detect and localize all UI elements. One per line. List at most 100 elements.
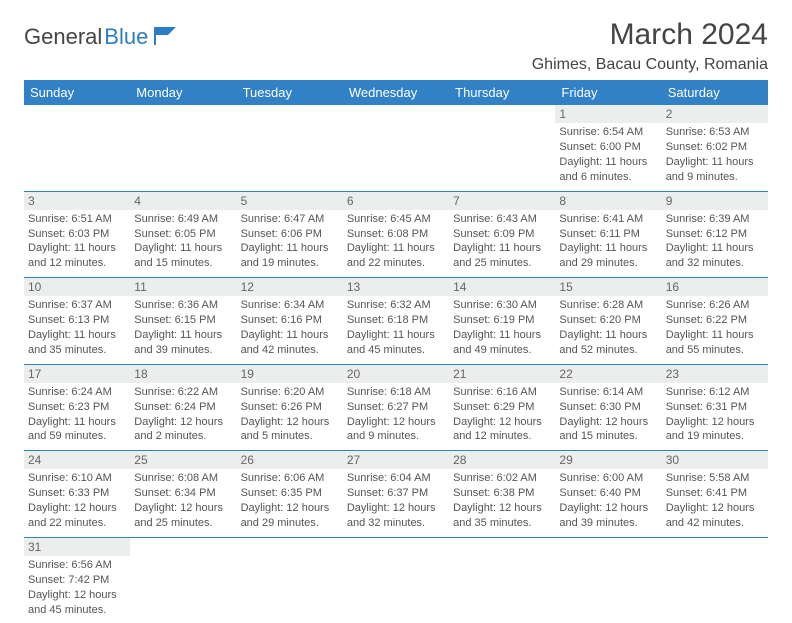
day-number: 28 — [449, 451, 555, 469]
daylight-text: Daylight: 12 hours and 22 minutes. — [28, 501, 126, 531]
sunset-text: Sunset: 6:06 PM — [241, 227, 339, 242]
day-number: 23 — [662, 365, 768, 383]
sunset-text: Sunset: 6:09 PM — [453, 227, 551, 242]
daylight-text: Daylight: 11 hours and 9 minutes. — [666, 155, 764, 185]
sunrise-text: Sunrise: 6:14 AM — [559, 385, 657, 400]
sunrise-text: Sunrise: 6:26 AM — [666, 298, 764, 313]
day-cell: 15Sunrise: 6:28 AMSunset: 6:20 PMDayligh… — [555, 278, 661, 365]
sunset-text: Sunset: 6:33 PM — [28, 486, 126, 501]
day-number: 14 — [449, 278, 555, 296]
sunrise-text: Sunrise: 6:45 AM — [347, 212, 445, 227]
day-cell: 11Sunrise: 6:36 AMSunset: 6:15 PMDayligh… — [130, 278, 236, 365]
week-row: 17Sunrise: 6:24 AMSunset: 6:23 PMDayligh… — [24, 364, 768, 451]
sunset-text: Sunset: 7:42 PM — [28, 573, 126, 588]
daylight-text: Daylight: 11 hours and 45 minutes. — [347, 328, 445, 358]
day-number: 10 — [24, 278, 130, 296]
sunset-text: Sunset: 6:18 PM — [347, 313, 445, 328]
day-cell: 29Sunrise: 6:00 AMSunset: 6:40 PMDayligh… — [555, 451, 661, 538]
sunrise-text: Sunrise: 5:58 AM — [666, 471, 764, 486]
sunrise-text: Sunrise: 6:18 AM — [347, 385, 445, 400]
sunrise-text: Sunrise: 6:24 AM — [28, 385, 126, 400]
sunset-text: Sunset: 6:41 PM — [666, 486, 764, 501]
sunrise-text: Sunrise: 6:02 AM — [453, 471, 551, 486]
day-cell: 22Sunrise: 6:14 AMSunset: 6:30 PMDayligh… — [555, 364, 661, 451]
day-cell: . — [130, 537, 236, 623]
day-cell: 10Sunrise: 6:37 AMSunset: 6:13 PMDayligh… — [24, 278, 130, 365]
sunrise-text: Sunrise: 6:08 AM — [134, 471, 232, 486]
daylight-text: Daylight: 12 hours and 12 minutes. — [453, 415, 551, 445]
day-number: 29 — [555, 451, 661, 469]
day-number: 19 — [237, 365, 343, 383]
day-cell: 19Sunrise: 6:20 AMSunset: 6:26 PMDayligh… — [237, 364, 343, 451]
day-cell: 13Sunrise: 6:32 AMSunset: 6:18 PMDayligh… — [343, 278, 449, 365]
daylight-text: Daylight: 11 hours and 12 minutes. — [28, 241, 126, 271]
sunset-text: Sunset: 6:23 PM — [28, 400, 126, 415]
sunset-text: Sunset: 6:05 PM — [134, 227, 232, 242]
sunset-text: Sunset: 6:11 PM — [559, 227, 657, 242]
daylight-text: Daylight: 12 hours and 25 minutes. — [134, 501, 232, 531]
day-header: Tuesday — [237, 80, 343, 105]
day-cell: 12Sunrise: 6:34 AMSunset: 6:16 PMDayligh… — [237, 278, 343, 365]
day-number: 5 — [237, 192, 343, 210]
day-number: 26 — [237, 451, 343, 469]
sunrise-text: Sunrise: 6:12 AM — [666, 385, 764, 400]
day-cell: 23Sunrise: 6:12 AMSunset: 6:31 PMDayligh… — [662, 364, 768, 451]
sunrise-text: Sunrise: 6:34 AM — [241, 298, 339, 313]
day-cell: 25Sunrise: 6:08 AMSunset: 6:34 PMDayligh… — [130, 451, 236, 538]
day-cell: . — [662, 537, 768, 623]
sunrise-text: Sunrise: 6:22 AM — [134, 385, 232, 400]
daylight-text: Daylight: 11 hours and 29 minutes. — [559, 241, 657, 271]
week-row: 10Sunrise: 6:37 AMSunset: 6:13 PMDayligh… — [24, 278, 768, 365]
day-number: 1 — [555, 105, 661, 123]
day-cell: 26Sunrise: 6:06 AMSunset: 6:35 PMDayligh… — [237, 451, 343, 538]
day-number: 13 — [343, 278, 449, 296]
day-cell: . — [237, 105, 343, 191]
sunset-text: Sunset: 6:31 PM — [666, 400, 764, 415]
day-number: 24 — [24, 451, 130, 469]
week-row: 24Sunrise: 6:10 AMSunset: 6:33 PMDayligh… — [24, 451, 768, 538]
day-cell: 2Sunrise: 6:53 AMSunset: 6:02 PMDaylight… — [662, 105, 768, 191]
sunset-text: Sunset: 6:13 PM — [28, 313, 126, 328]
day-number: 9 — [662, 192, 768, 210]
day-cell: 17Sunrise: 6:24 AMSunset: 6:23 PMDayligh… — [24, 364, 130, 451]
sunrise-text: Sunrise: 6:10 AM — [28, 471, 126, 486]
sunrise-text: Sunrise: 6:41 AM — [559, 212, 657, 227]
daylight-text: Daylight: 12 hours and 9 minutes. — [347, 415, 445, 445]
sunset-text: Sunset: 6:22 PM — [666, 313, 764, 328]
daylight-text: Daylight: 12 hours and 5 minutes. — [241, 415, 339, 445]
sunset-text: Sunset: 6:12 PM — [666, 227, 764, 242]
daylight-text: Daylight: 11 hours and 42 minutes. — [241, 328, 339, 358]
day-cell: 27Sunrise: 6:04 AMSunset: 6:37 PMDayligh… — [343, 451, 449, 538]
day-number: 16 — [662, 278, 768, 296]
day-cell: 6Sunrise: 6:45 AMSunset: 6:08 PMDaylight… — [343, 191, 449, 278]
sunset-text: Sunset: 6:34 PM — [134, 486, 232, 501]
day-number: 30 — [662, 451, 768, 469]
day-cell: 14Sunrise: 6:30 AMSunset: 6:19 PMDayligh… — [449, 278, 555, 365]
sunrise-text: Sunrise: 6:04 AM — [347, 471, 445, 486]
sunrise-text: Sunrise: 6:43 AM — [453, 212, 551, 227]
title-block: March 2024 Ghimes, Bacau County, Romania — [532, 18, 768, 74]
day-cell: 21Sunrise: 6:16 AMSunset: 6:29 PMDayligh… — [449, 364, 555, 451]
sunrise-text: Sunrise: 6:06 AM — [241, 471, 339, 486]
daylight-text: Daylight: 12 hours and 29 minutes. — [241, 501, 339, 531]
sunset-text: Sunset: 6:00 PM — [559, 140, 657, 155]
sunrise-text: Sunrise: 6:16 AM — [453, 385, 551, 400]
day-number: 31 — [24, 538, 130, 556]
sunset-text: Sunset: 6:20 PM — [559, 313, 657, 328]
sunrise-text: Sunrise: 6:53 AM — [666, 125, 764, 140]
day-number: 8 — [555, 192, 661, 210]
sunrise-text: Sunrise: 6:51 AM — [28, 212, 126, 227]
day-cell: 9Sunrise: 6:39 AMSunset: 6:12 PMDaylight… — [662, 191, 768, 278]
day-number: 27 — [343, 451, 449, 469]
daylight-text: Daylight: 12 hours and 39 minutes. — [559, 501, 657, 531]
day-cell: 30Sunrise: 5:58 AMSunset: 6:41 PMDayligh… — [662, 451, 768, 538]
day-number: 6 — [343, 192, 449, 210]
daylight-text: Daylight: 11 hours and 15 minutes. — [134, 241, 232, 271]
day-number: 18 — [130, 365, 236, 383]
logo-text-1: General — [24, 24, 102, 50]
daylight-text: Daylight: 12 hours and 2 minutes. — [134, 415, 232, 445]
week-row: .....1Sunrise: 6:54 AMSunset: 6:00 PMDay… — [24, 105, 768, 191]
day-cell: 3Sunrise: 6:51 AMSunset: 6:03 PMDaylight… — [24, 191, 130, 278]
day-number: 20 — [343, 365, 449, 383]
sunrise-text: Sunrise: 6:20 AM — [241, 385, 339, 400]
